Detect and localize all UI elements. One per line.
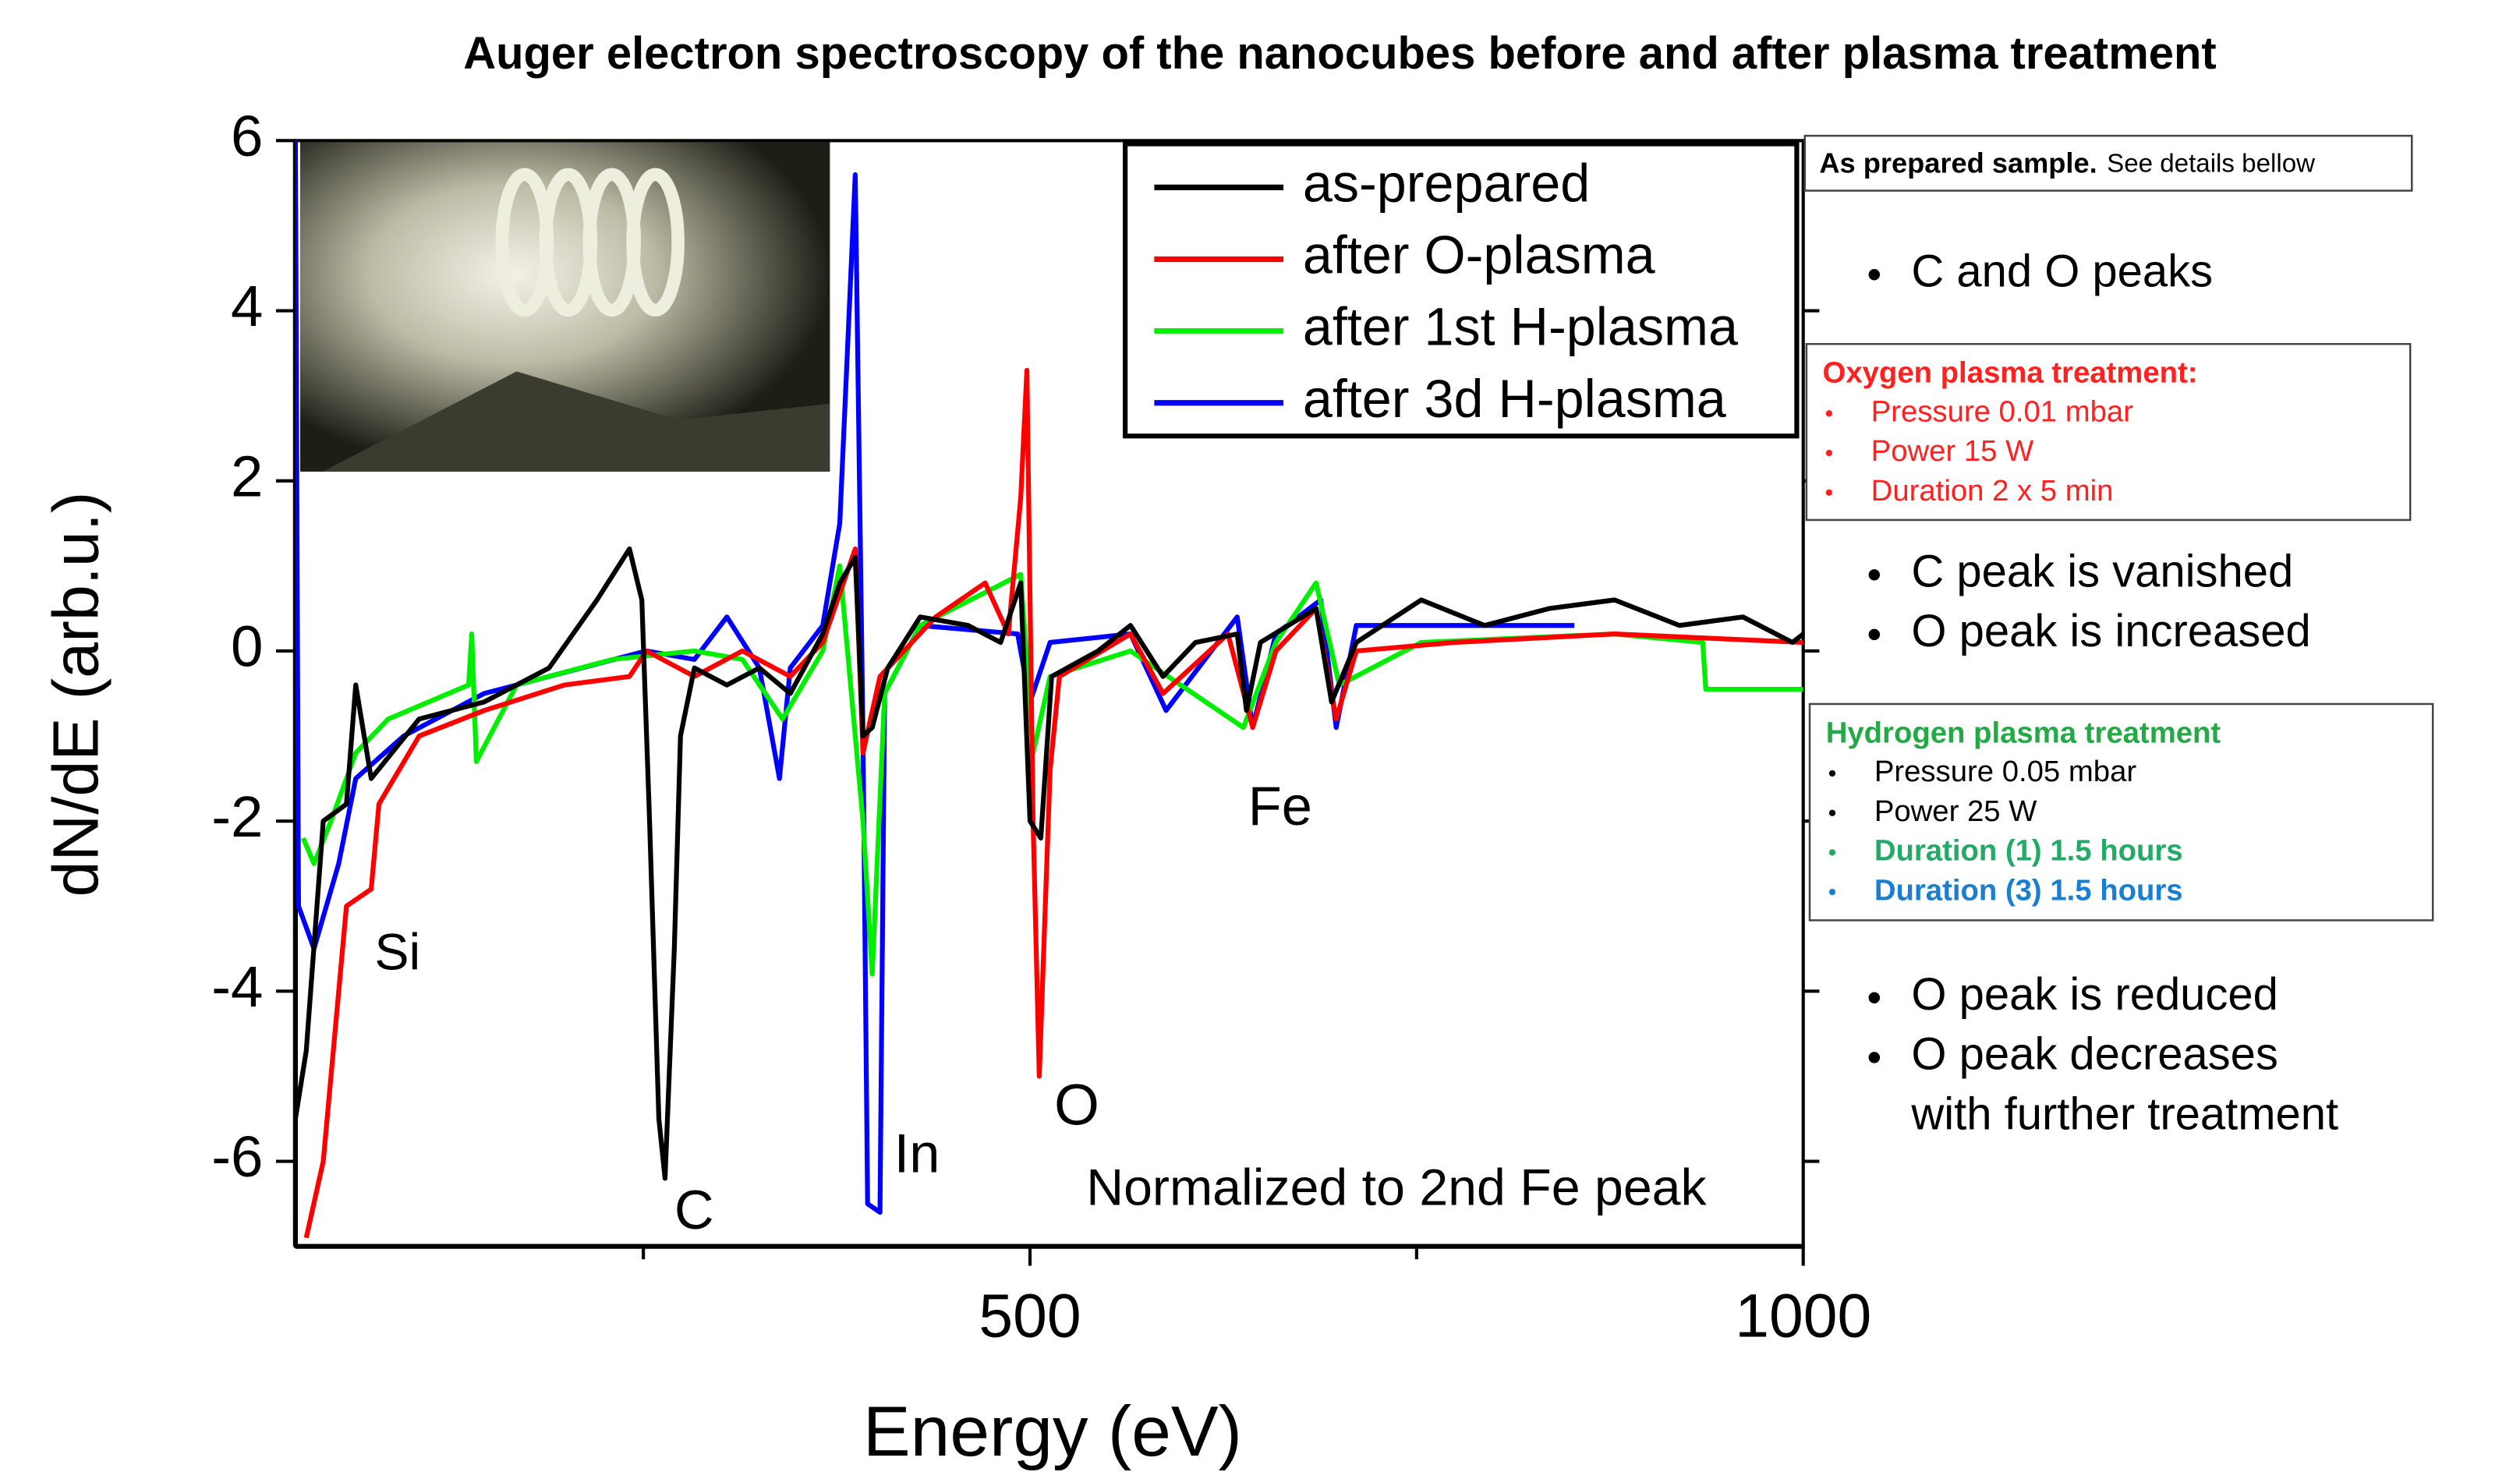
bullet [1868, 992, 1881, 1004]
box-subtitle: See details bellow [2107, 149, 2315, 178]
bullet [1868, 628, 1881, 641]
annotation: O [1054, 1072, 1099, 1137]
info-box [1805, 342, 2412, 522]
x-tick-label: 500 [979, 1282, 1081, 1350]
box-title-text: As prepared sample. [1819, 147, 2097, 179]
bullet [1868, 569, 1881, 581]
item-bullet [1825, 489, 1832, 496]
chart-title: Auger electron spectroscopy of the nanoc… [463, 29, 2216, 79]
y-axis-label: dN/dE (arb.u.) [39, 492, 111, 897]
box-item: Duration 2 x 5 min [1871, 474, 2114, 508]
note-text: C peak is vanished [1911, 547, 2293, 597]
box-item: Duration (1) 1.5 hours [1874, 834, 2183, 868]
legend-label: as-prepared [1303, 154, 1590, 213]
box-item: Pressure 0.01 mbar [1871, 395, 2134, 428]
y-tick-label: 4 [231, 274, 263, 338]
data-line [295, 546, 1803, 1181]
item-bullet [1828, 889, 1836, 896]
note-text: O peak decreases [1911, 1030, 2278, 1080]
note-text: C and O peaks [1911, 247, 2213, 297]
inset-photo [300, 142, 830, 472]
item-bullet [1828, 849, 1836, 856]
item-bullet [1828, 770, 1836, 777]
data-line [300, 563, 1803, 977]
x-tick-label: 1000 [1735, 1282, 1871, 1350]
bullet [1868, 1052, 1881, 1063]
annotation: Fe [1248, 775, 1312, 837]
item-bullet [1825, 449, 1832, 457]
y-tick-label: 0 [231, 614, 263, 679]
box-item: Power 25 W [1874, 794, 2037, 828]
x-axis-label: Energy (eV) [863, 1392, 1242, 1471]
annotation: In [894, 1122, 940, 1184]
annotation: C [674, 1179, 714, 1240]
y-tick-label: -4 [211, 954, 263, 1019]
legend-label: after O-plasma [1303, 226, 1655, 285]
note-text: with further treatment [1910, 1089, 2338, 1139]
plot-lines [295, 140, 1803, 1239]
note-text: O peak is increased [1911, 607, 2310, 656]
annotation: Si [374, 923, 420, 981]
data-line [303, 367, 1803, 1239]
box-title: As prepared sample. See details bellow [1819, 147, 2315, 179]
box-item: Power 15 W [1871, 434, 2034, 468]
y-tick-label: 2 [231, 444, 263, 508]
box-title: Oxygen plasma treatment: [1823, 356, 2198, 390]
info-box [1808, 702, 2434, 922]
item-bullet [1828, 809, 1836, 816]
legend-label: after 3d H-plasma [1303, 370, 1726, 429]
y-tick-label: -2 [211, 784, 263, 849]
legend-label: after 1st H-plasma [1303, 298, 1738, 357]
item-bullet [1825, 410, 1832, 417]
annotation: Normalized to 2nd Fe peak [1086, 1159, 1707, 1217]
bullet [1868, 268, 1881, 281]
y-tick-label: 6 [231, 104, 263, 168]
note-text: O peak is reduced [1911, 970, 2278, 1020]
box-title: Hydrogen plasma treatment [1826, 716, 2221, 749]
box-item: Duration (3) 1.5 hours [1874, 873, 2183, 907]
y-tick-label: -6 [211, 1124, 263, 1189]
box-item: Pressure 0.05 mbar [1874, 755, 2137, 788]
legend-box [1123, 141, 1800, 439]
info-box [1803, 134, 2413, 192]
